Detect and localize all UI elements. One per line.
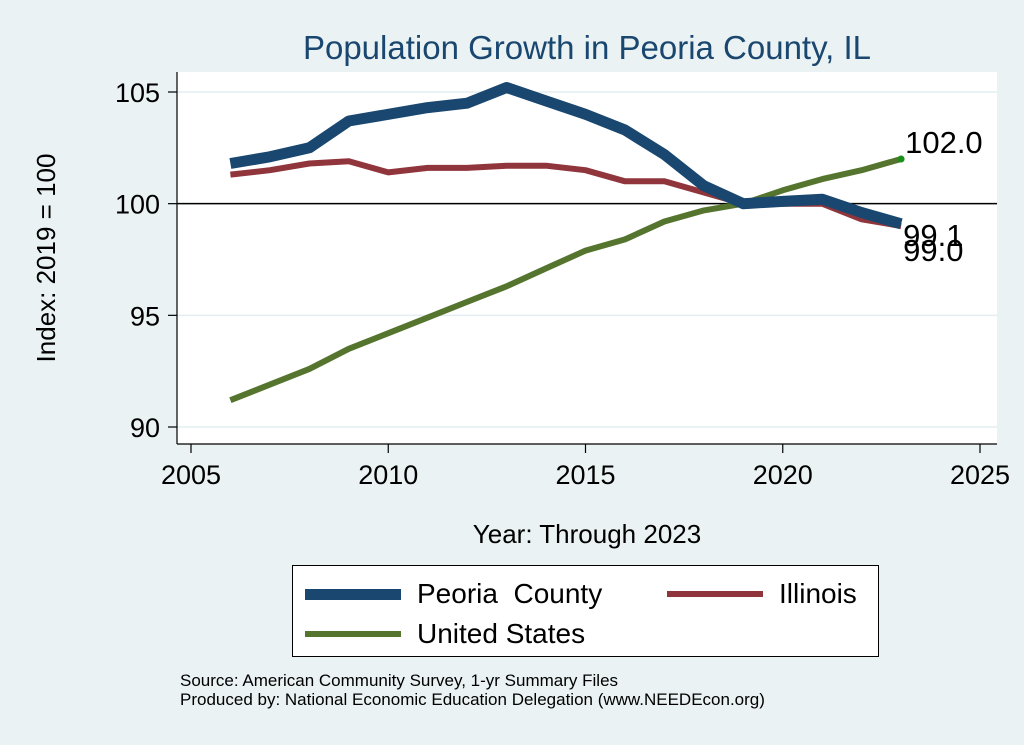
plot-area [177, 72, 997, 444]
end-label-us: 102.0 [905, 125, 983, 160]
end-labels: 99.199.0 102.0 [903, 125, 983, 268]
source-note: Source: American Community Survey, 1-yr … [180, 671, 765, 709]
x-tick-label: 2005 [161, 460, 221, 490]
y-axis-title: Index: 2019 = 100 [31, 154, 61, 363]
legend-item-illinois: Illinois [667, 578, 857, 610]
series-end-point-us [897, 155, 905, 163]
series-line-peoria [229, 82, 903, 230]
y-tick-label: 95 [130, 301, 160, 331]
x-tick-label: 2020 [753, 460, 813, 490]
axes: 90 95 100 105 2005 2010 2015 2020 2025 [115, 72, 1010, 490]
legend: Peoria County Illinois United States [292, 565, 879, 657]
legend-label-us: United States [417, 618, 586, 649]
legend-item-us: United States [305, 618, 585, 650]
x-tick-label: 2015 [555, 460, 615, 490]
legend-item-peoria: Peoria County [305, 578, 602, 610]
x-tick-label: 2010 [358, 460, 418, 490]
y-tick-label: 105 [115, 78, 160, 108]
producer-line: Produced by: National Economic Education… [180, 690, 765, 709]
x-tick-label: 2025 [950, 460, 1010, 490]
y-tick-label: 100 [115, 190, 160, 220]
legend-label-illinois: Illinois [779, 578, 857, 609]
series-group [229, 82, 905, 403]
end-label-peoria: 99.1 [903, 218, 963, 253]
chart-title: Population Growth in Peoria County, IL [303, 29, 871, 66]
end-label-illinois: 99.0 [903, 233, 963, 268]
legend-swatch-illinois [667, 591, 763, 597]
x-axis-title: Year: Through 2023 [473, 519, 701, 549]
legend-swatch-peoria [305, 588, 401, 600]
source-line: Source: American Community Survey, 1-yr … [180, 671, 619, 690]
series-line-us [229, 156, 902, 403]
legend-swatch-us [305, 631, 401, 637]
y-tick-label: 90 [130, 413, 160, 443]
legend-label-peoria: Peoria County [417, 578, 603, 609]
